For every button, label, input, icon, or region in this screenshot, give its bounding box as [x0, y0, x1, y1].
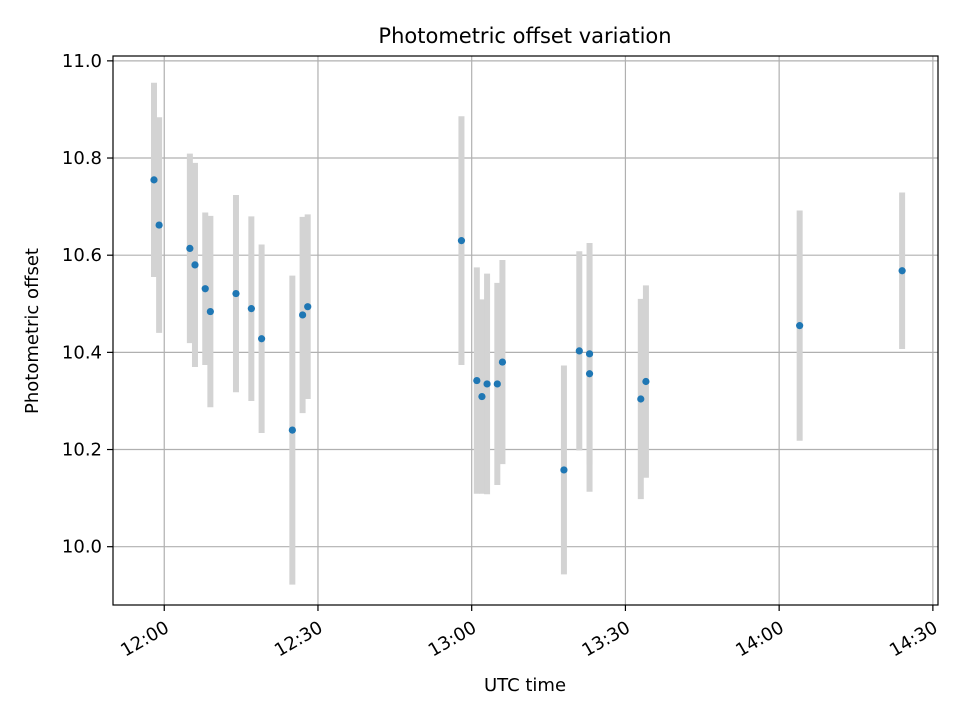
data-point: [298, 311, 307, 319]
data-point: [498, 358, 507, 366]
y-tick-label: 10.2: [62, 440, 102, 461]
data-point: [483, 380, 491, 388]
data-point: [473, 376, 481, 385]
y-axis-label: Photometric offset: [22, 248, 43, 414]
data-point: [150, 176, 158, 184]
data-point: [247, 305, 255, 313]
data-point: [288, 426, 296, 434]
y-tick-label: 10.0: [62, 537, 102, 558]
data-point: [258, 335, 266, 343]
data-point: [575, 347, 583, 355]
y-tick-label: 10.8: [62, 148, 102, 169]
data-point: [206, 307, 214, 316]
data-point: [585, 370, 594, 378]
data-point: [796, 322, 804, 330]
data-point: [186, 244, 194, 252]
data-point: [191, 261, 199, 269]
plot-frame: [112, 55, 939, 606]
data-point: [304, 303, 312, 311]
x-axis-label: UTC time: [484, 675, 566, 696]
data-point: [642, 377, 650, 386]
data-point: [457, 237, 466, 245]
data-point: [493, 380, 501, 388]
y-tick-label: 11.0: [62, 51, 102, 72]
chart-title: Photometric offset variation: [378, 24, 671, 48]
data-point: [155, 221, 163, 229]
data-points: [150, 176, 906, 474]
data-point: [201, 285, 209, 293]
y-tick-label: 10.6: [62, 245, 102, 266]
data-point: [560, 466, 568, 474]
data-point: [585, 350, 594, 358]
data-point: [478, 392, 486, 401]
y-tick-label: 10.4: [62, 342, 102, 363]
data-point: [898, 267, 906, 275]
data-point: [232, 289, 240, 298]
data-point: [637, 395, 645, 403]
